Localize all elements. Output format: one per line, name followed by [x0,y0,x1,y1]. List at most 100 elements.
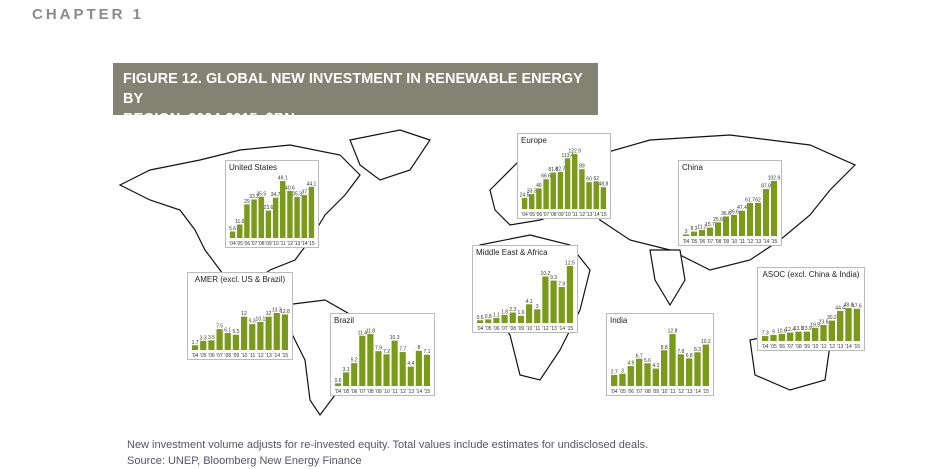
bar [644,363,651,386]
bar [517,315,525,323]
bar [343,372,350,386]
footnote-source: Source: UNEP, Bloomberg New Energy Finan… [127,455,362,467]
x-tick-label: '10 [564,212,571,218]
bar [534,309,541,323]
x-tick-label: '12 [747,239,754,245]
bar [542,276,549,323]
x-tick-label: '10 [272,241,279,247]
bar [391,340,398,386]
bar [677,354,684,386]
data-label: 4.3 [652,363,659,369]
x-tick-label: '06 [493,326,500,332]
figure-title: FIGURE 12. GLOBAL NEW INVESTMENT IN RENE… [113,63,598,127]
bar-plot: 0.6 '04 3.1 '05 5.2 '06 11.4 '07 11.8 '08 7.9 '09 7.… [335,329,431,396]
data-label: 36.6 [721,211,731,217]
x-tick-label: '13 [408,389,415,395]
bar [550,172,556,209]
x-tick-label: '07 [216,353,223,359]
bar [572,154,578,209]
x-tick-label: '06 [779,344,786,350]
data-label: 1.6 [517,310,524,316]
bar [669,334,676,386]
bar [237,224,243,238]
x-tick-label: '06 [208,353,215,359]
bar [754,202,762,236]
data-label: 7.9 [558,281,565,287]
data-label: 8.3 [691,226,698,232]
data-label: 89 [579,164,585,170]
x-tick-label: '08 [258,241,265,247]
data-label: 7.7 [399,347,406,353]
data-label: 12.8 [280,309,290,315]
x-tick-label: '13 [586,212,593,218]
data-label: 10.6 [777,328,787,334]
data-label: 30.2 [827,315,837,321]
data-label: 82.7 [556,166,566,172]
bar [216,329,223,350]
x-tick-label: '09 [233,353,240,359]
region-chart-india: India 2.7 '04 3 '05 4.9 '06 6.7 '07 5.6 '08 4.3 '09 8… [606,313,714,396]
data-label: 3 [621,368,624,374]
bar [853,308,860,341]
chart-title: AMER (excl. US & Brazil) [194,275,286,284]
data-label: 3.3 [200,335,207,341]
bar [273,313,280,350]
bar [627,366,634,386]
bar [294,197,300,238]
bar [828,320,835,341]
data-label: 1.8 [501,309,508,315]
x-tick-label: '15 [424,389,431,395]
x-tick-label: '11 [572,212,578,218]
x-tick-label: '04 [229,241,236,247]
data-label: 81.6 [548,167,558,173]
x-tick-label: '09 [653,389,660,395]
data-label: 33.2 [249,194,259,200]
region-chart-amer-excl-us-brazil-: AMER (excl. US & Brazil) 1.7 '04 3.3 '05 3.5 '… [187,272,293,360]
bar [423,354,431,386]
bar [244,204,250,238]
bar [787,332,794,341]
data-label: 10.2 [541,271,551,277]
data-label: 34.7 [271,192,281,198]
x-tick-label: '12 [287,241,294,247]
x-tick-label: '11 [669,389,675,395]
region-chart-europe: Europe 24.5 '04 33.3 '05 46 '06 66.6 '07 81.6 '08 8… [517,133,611,219]
data-label: 46 [536,183,542,189]
x-tick-label: '14 [845,344,852,350]
region-chart-asoc-excl-china-india-: ASOC (excl. China & India) 7.3 '04 9 '05 10.6… [757,267,865,351]
bar-plot: 1.7 '04 3.3 '05 3.5 '06 7.5 '07 6.1 '08 5.5 '09 12 '1… [192,308,290,360]
x-tick-label: '14 [763,239,770,245]
region-chart-china: China 3 '04 8.3 '05 11.2 '06 15.7 '07 25.6 '08 36.6… [678,160,782,246]
data-label: 9.3 [249,319,256,325]
data-label: 35.3 [292,192,302,198]
bar-plot: 7.3 '04 9 '05 10.6 '06 12.4 '07 13.8 '08 13.9 '09 19… [762,303,862,351]
bar [224,333,231,350]
bar [722,216,730,236]
x-tick-label: '14 [593,212,600,218]
x-tick-label: '04 [335,389,342,395]
data-label: 5.6 [644,358,651,364]
india-shape [649,249,686,307]
data-label: 5.5 [232,329,239,335]
x-tick-label: '05 [528,212,535,218]
data-label: 122.9 [568,149,581,155]
bar [383,354,390,386]
bar [351,363,358,386]
x-tick-label: '11 [392,389,398,395]
bar [686,358,693,386]
bar [536,188,542,209]
bar [501,314,508,323]
data-label: 2.7 [611,370,618,376]
chart-title: Brazil [334,316,355,325]
data-label: 11.2 [697,225,707,231]
data-label: 7.5 [216,324,223,330]
data-label: 19.5 [810,322,820,328]
x-tick-label: '15 [600,212,607,218]
x-tick-label: '13 [550,326,557,332]
data-label: 9.3 [550,275,557,281]
x-tick-label: '09 [804,344,811,350]
data-label: 12 [266,311,272,317]
bar [770,181,778,236]
x-tick-label: '08 [367,389,374,395]
x-tick-label: '10 [526,326,533,332]
